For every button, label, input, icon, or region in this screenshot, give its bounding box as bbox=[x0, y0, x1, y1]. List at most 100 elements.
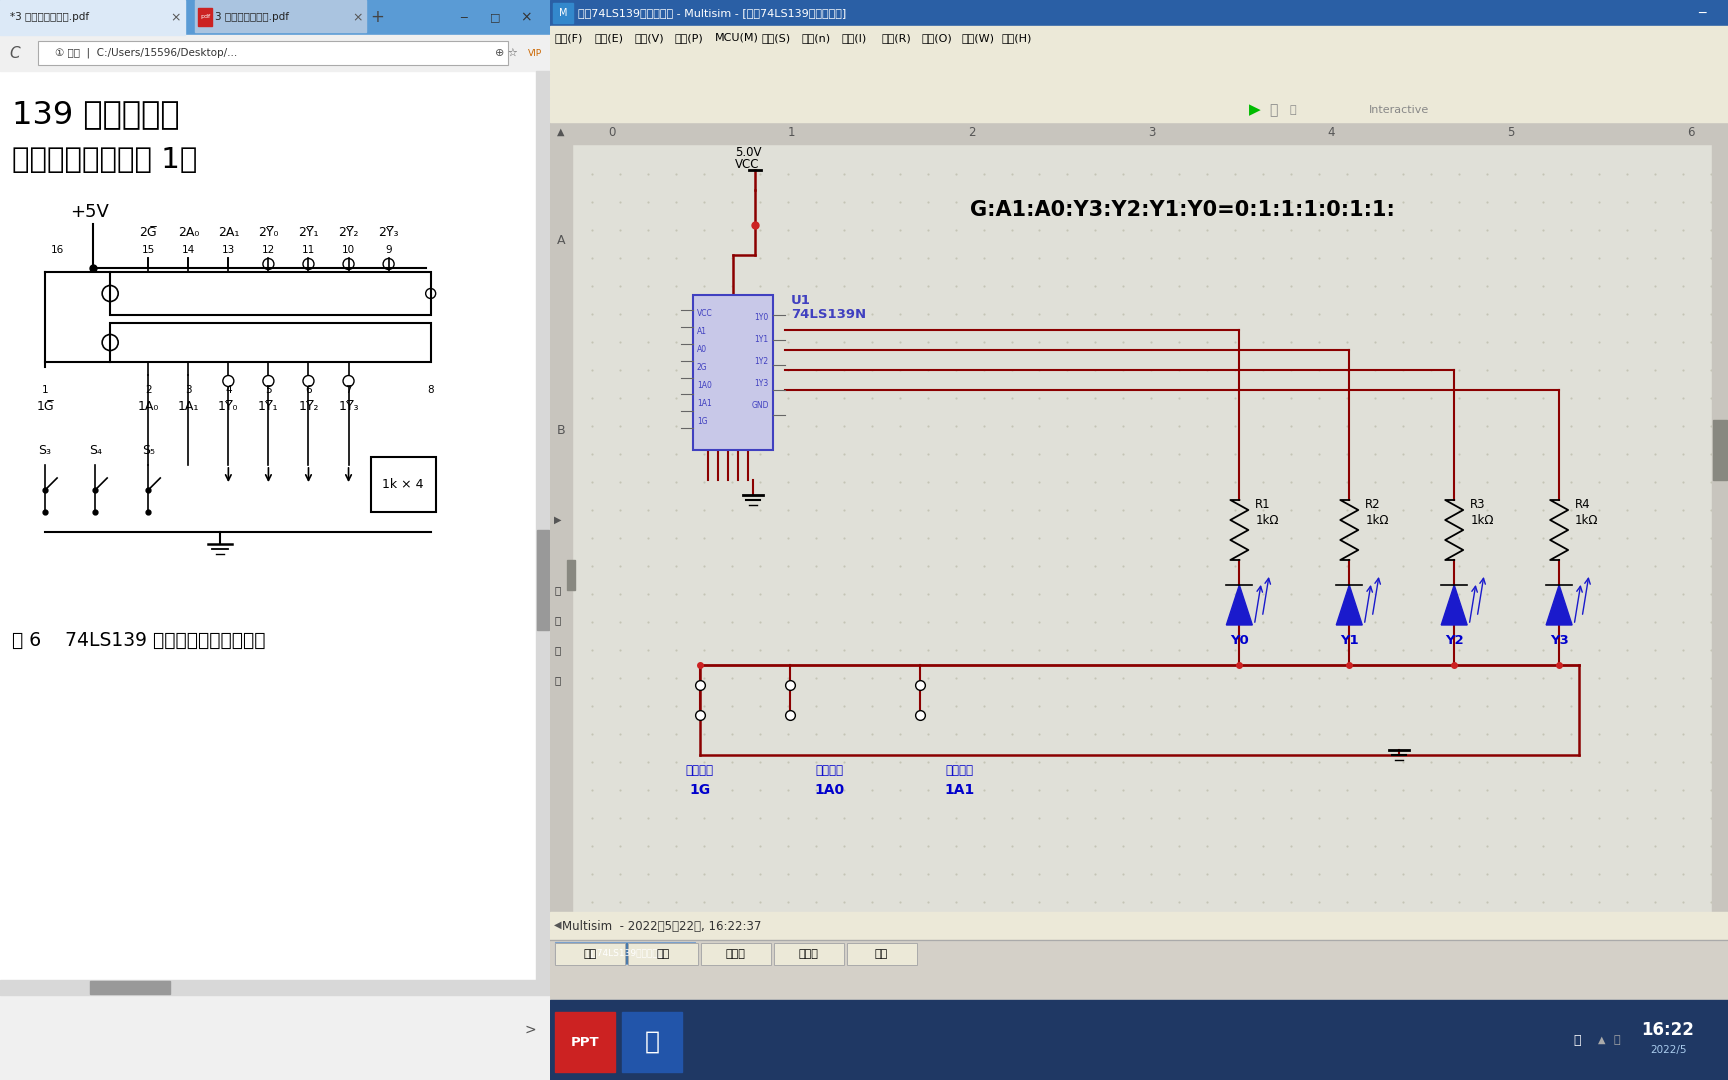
Text: >: > bbox=[524, 1023, 536, 1037]
Text: D: D bbox=[556, 783, 565, 797]
Text: GND: GND bbox=[752, 401, 769, 409]
Text: 1kΩ: 1kΩ bbox=[1576, 513, 1598, 526]
Text: 3: 3 bbox=[185, 384, 192, 395]
Text: VCC: VCC bbox=[696, 309, 712, 318]
Bar bbox=[0, 0, 550, 35]
Text: 1Y̅₂: 1Y̅₂ bbox=[299, 400, 318, 413]
Text: 真: 真 bbox=[555, 675, 562, 685]
Text: 1A1: 1A1 bbox=[945, 783, 975, 797]
Text: 4: 4 bbox=[225, 384, 232, 395]
Text: R1: R1 bbox=[1255, 499, 1272, 512]
Text: 仿: 仿 bbox=[555, 645, 562, 654]
Text: R3: R3 bbox=[1471, 499, 1486, 512]
Text: G:A1:A0:Y3:Y2:Y1:Y0=0:1:1:1:0:1:1:: G:A1:A0:Y3:Y2:Y1:Y0=0:1:1:1:0:1:1: bbox=[969, 200, 1394, 220]
Bar bbox=[550, 912, 1728, 940]
Text: 1Y̅₁: 1Y̅₁ bbox=[257, 400, 278, 413]
Text: ⏸: ⏸ bbox=[1270, 103, 1277, 117]
Text: 帮助(H): 帮助(H) bbox=[1001, 33, 1032, 43]
Text: 14: 14 bbox=[181, 245, 195, 255]
Text: 1Y̅₀: 1Y̅₀ bbox=[218, 400, 238, 413]
Text: 0: 0 bbox=[608, 126, 615, 139]
Text: 1G̅: 1G̅ bbox=[36, 400, 54, 413]
Text: 1: 1 bbox=[41, 384, 48, 395]
Text: MCU(M): MCU(M) bbox=[715, 33, 759, 43]
Text: 测试74LS139的逻辑功能: 测试74LS139的逻辑功能 bbox=[586, 948, 664, 958]
Polygon shape bbox=[1547, 585, 1572, 625]
Text: ×: × bbox=[353, 11, 363, 24]
Text: 139 的逻辑功能: 139 的逻辑功能 bbox=[12, 99, 180, 131]
Text: 仿真: 仿真 bbox=[874, 949, 888, 959]
Text: S₄: S₄ bbox=[88, 444, 102, 457]
Text: 2: 2 bbox=[145, 384, 152, 395]
Text: C: C bbox=[10, 45, 21, 60]
Text: 🔊: 🔊 bbox=[1612, 1035, 1619, 1045]
Text: 2A₁: 2A₁ bbox=[218, 226, 238, 239]
Text: 结果: 结果 bbox=[582, 949, 596, 959]
Bar bbox=[1712, 144, 1728, 912]
Text: Multisim  - 2022年5月22日, 16:22:37: Multisim - 2022年5月22日, 16:22:37 bbox=[562, 919, 762, 932]
Text: 6: 6 bbox=[1687, 126, 1695, 139]
Text: 5.0V: 5.0V bbox=[734, 146, 762, 159]
Bar bbox=[550, 0, 1728, 26]
Text: 13: 13 bbox=[221, 245, 235, 255]
Text: ◀: ◀ bbox=[555, 920, 562, 930]
Text: Y3: Y3 bbox=[1550, 634, 1569, 647]
Text: ×: × bbox=[520, 11, 532, 25]
Text: A1: A1 bbox=[696, 326, 707, 336]
Text: 1Y0: 1Y0 bbox=[755, 312, 769, 322]
Text: 1Y1: 1Y1 bbox=[755, 335, 769, 343]
Bar bbox=[0, 995, 550, 1080]
Text: 6: 6 bbox=[306, 384, 311, 395]
Text: 实验数据记录在表 1。: 实验数据记录在表 1。 bbox=[12, 146, 197, 174]
Bar bbox=[550, 1000, 1728, 1080]
Text: ▲: ▲ bbox=[1598, 1035, 1605, 1045]
Text: 5: 5 bbox=[1507, 126, 1515, 139]
Bar bbox=[0, 980, 550, 995]
Text: 16:22: 16:22 bbox=[1642, 1021, 1695, 1039]
Bar bbox=[572, 122, 1728, 144]
Text: 1G: 1G bbox=[689, 783, 710, 797]
Text: 1A0: 1A0 bbox=[696, 380, 712, 390]
Text: 5: 5 bbox=[264, 384, 271, 395]
Bar bbox=[1712, 420, 1726, 480]
Text: 3 译码器及其应用.pdf: 3 译码器及其应用.pdf bbox=[216, 13, 289, 23]
Bar bbox=[702, 943, 771, 966]
Text: 视图(V): 视图(V) bbox=[634, 33, 664, 43]
Text: ▶: ▶ bbox=[1249, 103, 1261, 118]
Bar bbox=[555, 942, 695, 964]
Text: U1: U1 bbox=[791, 294, 810, 307]
Text: 2G̅: 2G̅ bbox=[140, 226, 157, 239]
Bar bbox=[627, 943, 698, 966]
Bar bbox=[567, 561, 575, 590]
Text: 选项(O): 选项(O) bbox=[921, 33, 952, 43]
Bar bbox=[550, 519, 565, 920]
Bar bbox=[90, 981, 171, 994]
Bar bbox=[553, 3, 574, 23]
Text: 15: 15 bbox=[142, 245, 156, 255]
Text: 转移(n): 转移(n) bbox=[802, 33, 831, 43]
Bar bbox=[111, 272, 430, 315]
Polygon shape bbox=[1441, 585, 1467, 625]
Text: 4: 4 bbox=[1327, 126, 1336, 139]
Text: Interactive: Interactive bbox=[1369, 105, 1429, 114]
Bar bbox=[536, 71, 550, 980]
Text: VIP: VIP bbox=[527, 49, 543, 57]
Text: +5V: +5V bbox=[71, 203, 109, 221]
Text: 2Y̅₀: 2Y̅₀ bbox=[257, 226, 278, 239]
Text: 2A₀: 2A₀ bbox=[178, 226, 199, 239]
Text: 9: 9 bbox=[385, 245, 392, 255]
Bar bbox=[550, 75, 1728, 98]
Bar bbox=[370, 457, 435, 512]
Text: *3 译码器及其应用.pdf: *3 译码器及其应用.pdf bbox=[10, 13, 90, 23]
Bar bbox=[537, 530, 550, 630]
Text: ⊕ ☆: ⊕ ☆ bbox=[494, 48, 518, 58]
Text: 1A₀: 1A₀ bbox=[138, 400, 159, 413]
Text: 测试74LS139的逻辑功能 - Multisim - [测试74LS139的逻辑功能]: 测试74LS139的逻辑功能 - Multisim - [测试74LS139的逻… bbox=[577, 8, 847, 18]
Text: 74LS139N: 74LS139N bbox=[791, 309, 866, 322]
Text: 1A1: 1A1 bbox=[696, 399, 712, 407]
Text: ─: ─ bbox=[1699, 6, 1706, 19]
Text: 16: 16 bbox=[50, 245, 64, 255]
Text: 2: 2 bbox=[968, 126, 975, 139]
Text: □: □ bbox=[489, 13, 501, 23]
Text: 1k × 4: 1k × 4 bbox=[382, 478, 423, 491]
